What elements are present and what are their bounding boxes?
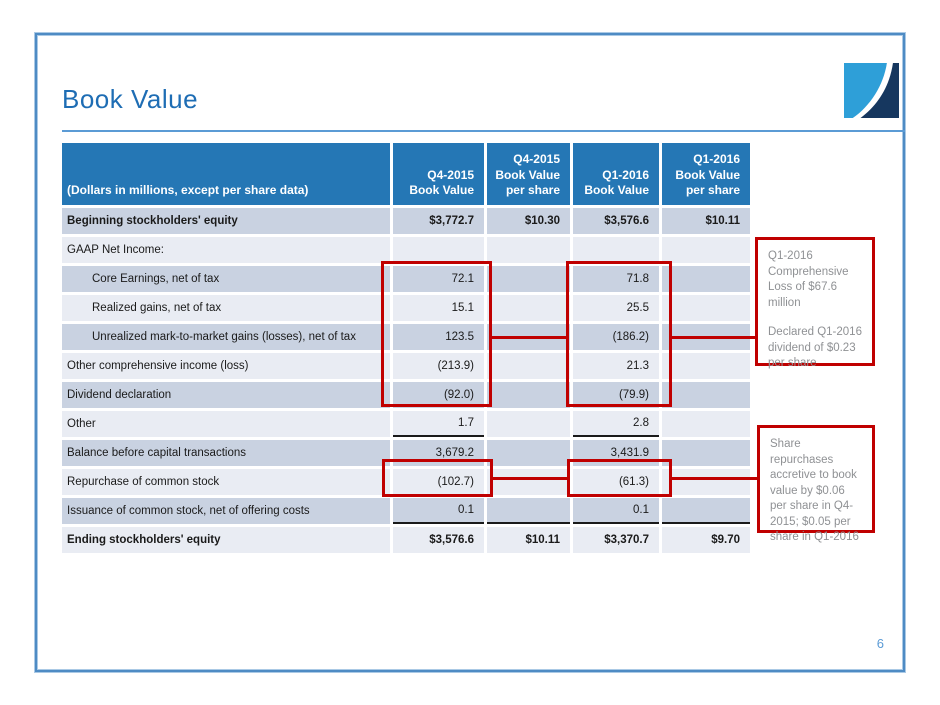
highlight-box-q1-repurchase	[567, 459, 672, 497]
table-row: Ending stockholders' equity $3,576.6 $10.1…	[62, 527, 750, 553]
cell-value	[662, 469, 750, 495]
highlight-box-q4-repurchase	[382, 459, 493, 497]
cell-value: (102.7)	[393, 469, 484, 495]
cell-value	[487, 411, 570, 437]
company-logo	[838, 63, 905, 118]
annotation-paragraph: Share repurchases accretive to book valu…	[770, 438, 859, 544]
cell-value: $10.11	[662, 208, 750, 234]
cell-value: 2.8	[573, 411, 659, 437]
cell-value: $3,772.7	[393, 208, 484, 234]
row-label: Other	[62, 411, 390, 437]
connector-to-annotation-2	[670, 477, 757, 480]
cell-value	[662, 498, 750, 524]
title-underline-rule	[62, 130, 905, 132]
table-row: Balance before capital transactions 3,679…	[62, 440, 750, 466]
cell-value: $9.70	[662, 527, 750, 553]
table-row: Other 1.7 2.8	[62, 411, 750, 437]
cell-value	[487, 440, 570, 466]
cell-value: (92.0)	[393, 382, 484, 408]
cell-value: (61.3)	[573, 469, 659, 495]
table-header-label: (Dollars in millions, except per share d…	[62, 143, 390, 205]
cell-value	[662, 382, 750, 408]
highlight-box-q1-gaap-items	[566, 261, 672, 407]
row-label: GAAP Net Income:	[62, 237, 390, 263]
cell-value	[393, 237, 484, 263]
table-row: Issuance of common stock, net of offerin…	[62, 498, 750, 524]
logo-swoosh-icon	[844, 63, 899, 118]
table-row: Other comprehensive income (loss) (213.9)…	[62, 353, 750, 379]
table-row: Unrealized mark-to-market gains (losses)…	[62, 324, 750, 350]
book-value-table: (Dollars in millions, except per share d…	[62, 143, 750, 553]
cell-value: 1.7	[393, 411, 484, 437]
table-row: Beginning stockholders' equity $3,772.7 $1…	[62, 208, 750, 234]
cell-value	[573, 237, 659, 263]
row-label: Dividend declaration	[62, 382, 390, 408]
cell-value: (186.2)	[573, 324, 659, 350]
table-row: Dividend declaration (92.0) (79.9)	[62, 382, 750, 408]
table-row: Realized gains, net of tax 15.1 25.5	[62, 295, 750, 321]
cell-value: 21.3	[573, 353, 659, 379]
table-header-q1-book-value: Q1-2016 Book Value	[573, 143, 659, 205]
annotation-share-repurchases: Share repurchases accretive to book valu…	[757, 425, 875, 543]
connector-gaap-boxes	[490, 336, 568, 339]
highlight-box-q4-gaap-items	[381, 261, 492, 407]
table-row: GAAP Net Income:	[62, 237, 750, 263]
cell-value	[487, 266, 570, 292]
cell-value	[662, 295, 750, 321]
annotation-comprehensive-loss: Q1-2016 Comprehensive Loss of $67.6 mill…	[755, 237, 875, 369]
cell-value	[487, 469, 570, 495]
row-label: Core Earnings, net of tax	[62, 266, 390, 292]
cell-value	[662, 237, 750, 263]
table-row: Repurchase of common stock (102.7) (61.3)	[62, 469, 750, 495]
cell-value	[487, 353, 570, 379]
annotation-paragraph: Declared Q1-2016 dividend of $0.23 per s…	[768, 326, 862, 370]
row-label: Repurchase of common stock	[62, 469, 390, 495]
cell-value: (79.9)	[573, 382, 659, 408]
row-label: Beginning stockholders' equity	[62, 208, 390, 234]
page-number: 6	[876, 636, 884, 651]
page-title: Book Value	[62, 84, 199, 114]
cell-value: $3,576.6	[573, 208, 659, 234]
table-header-q1-per-share: Q1-2016 Book Value per share	[662, 143, 750, 205]
row-label: Other comprehensive income (loss)	[62, 353, 390, 379]
annotation-paragraph: Q1-2016 Comprehensive Loss of $67.6 mill…	[768, 250, 849, 309]
table-header-row: (Dollars in millions, except per share d…	[62, 143, 750, 205]
row-label: Balance before capital transactions	[62, 440, 390, 466]
cell-value: (213.9)	[393, 353, 484, 379]
cell-value: $10.30	[487, 208, 570, 234]
row-label: Unrealized mark-to-market gains (losses)…	[62, 324, 390, 350]
cell-value: 71.8	[573, 266, 659, 292]
cell-value	[662, 411, 750, 437]
table-row: Core Earnings, net of tax 72.1 71.8	[62, 266, 750, 292]
cell-value	[662, 353, 750, 379]
cell-value: 15.1	[393, 295, 484, 321]
connector-repurchase-boxes	[491, 477, 569, 480]
cell-value	[487, 237, 570, 263]
cell-value	[487, 295, 570, 321]
cell-value	[487, 498, 570, 524]
cell-value: 25.5	[573, 295, 659, 321]
row-label: Ending stockholders' equity	[62, 527, 390, 553]
table-header-q4-book-value: Q4-2015 Book Value	[393, 143, 484, 205]
cell-value: $3,370.7	[573, 527, 659, 553]
row-label: Realized gains, net of tax	[62, 295, 390, 321]
cell-value: 0.1	[573, 498, 659, 524]
cell-value: 0.1	[393, 498, 484, 524]
row-label: Issuance of common stock, net of offerin…	[62, 498, 390, 524]
connector-to-annotation-1	[670, 336, 755, 339]
cell-value	[662, 440, 750, 466]
cell-value: 123.5	[393, 324, 484, 350]
cell-value	[662, 266, 750, 292]
cell-value	[487, 382, 570, 408]
cell-value: 72.1	[393, 266, 484, 292]
cell-value: $3,576.6	[393, 527, 484, 553]
cell-value: $10.11	[487, 527, 570, 553]
table-header-q4-per-share: Q4-2015 Book Value per share	[487, 143, 570, 205]
